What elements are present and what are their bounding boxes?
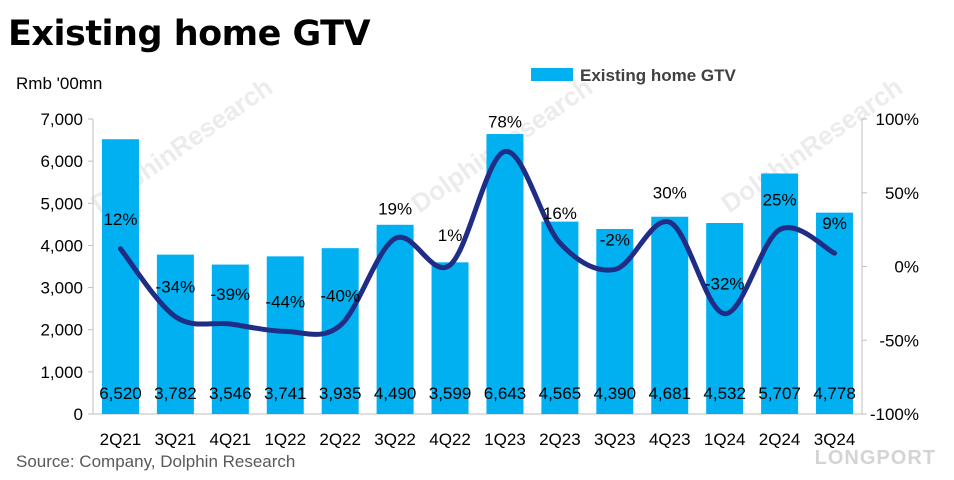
bar-value-label: 3,935 — [319, 384, 362, 403]
x-tick-label: 2Q22 — [319, 430, 361, 449]
bar-1Q24 — [706, 223, 744, 414]
growth-label: 78% — [488, 112, 522, 131]
y-axis-unit-label: Rmb '00mn — [16, 74, 103, 93]
legend-label: Existing home GTV — [580, 66, 737, 85]
growth-label: -40% — [320, 287, 360, 306]
y-tick-label-right: 50% — [885, 184, 919, 203]
bar-value-label: 4,490 — [374, 384, 417, 403]
growth-label: -34% — [156, 278, 196, 297]
growth-label: 30% — [653, 183, 687, 202]
bar-value-label: 3,782 — [154, 384, 197, 403]
bar-2Q21 — [101, 139, 139, 414]
bar-4Q22 — [431, 262, 469, 414]
bar-value-label: 5,707 — [758, 384, 801, 403]
bar-value-label: 4,681 — [648, 384, 691, 403]
source-note: Source: Company, Dolphin Research — [16, 452, 296, 471]
x-tick-label: 1Q24 — [704, 430, 746, 449]
growth-label: -2% — [600, 230, 630, 249]
chart-title: Existing home GTV — [8, 14, 371, 54]
bar-value-label: 4,565 — [539, 384, 582, 403]
x-tick-label: 1Q22 — [264, 430, 306, 449]
growth-label: -39% — [210, 285, 250, 304]
bar-1Q22 — [266, 256, 304, 414]
x-tick-label: 4Q22 — [429, 430, 471, 449]
growth-label: 12% — [103, 210, 137, 229]
y-tick-label-right: 0% — [894, 258, 919, 277]
x-tick-label: 2Q23 — [539, 430, 581, 449]
x-tick-label: 3Q23 — [594, 430, 636, 449]
growth-label: 16% — [543, 204, 577, 223]
y-tick-label-left: 4,000 — [40, 236, 83, 255]
x-tick-label: 3Q21 — [155, 430, 197, 449]
x-tick-label: 1Q23 — [484, 430, 526, 449]
x-tick-label: 3Q24 — [814, 430, 856, 449]
y-tick-label-left: 5,000 — [40, 194, 83, 213]
bar-2Q24 — [761, 173, 799, 414]
x-tick-label: 2Q21 — [100, 430, 142, 449]
bar-value-label: 4,532 — [703, 384, 746, 403]
growth-label: 9% — [822, 214, 847, 233]
y-tick-label-right: 100% — [876, 110, 919, 129]
y-tick-label-left: 7,000 — [40, 110, 83, 129]
y-tick-label-right: -50% — [879, 331, 919, 350]
y-tick-label-left: 0 — [74, 405, 83, 424]
bar-value-label: 4,778 — [813, 384, 856, 403]
y-tick-label-left: 1,000 — [40, 363, 83, 382]
growth-label: 25% — [763, 191, 797, 210]
bar-value-label: 3,546 — [209, 384, 252, 403]
yoy-growth-line — [117, 148, 838, 337]
bar-4Q21 — [211, 264, 249, 414]
bar-value-label: 3,599 — [429, 384, 472, 403]
growth-label: -44% — [265, 292, 305, 311]
bar-value-label: 6,520 — [99, 384, 142, 403]
bar-1Q23 — [486, 134, 524, 415]
y-tick-label-left: 2,000 — [40, 321, 83, 340]
bar-value-label: 4,390 — [594, 384, 637, 403]
x-tick-label: 4Q23 — [649, 430, 691, 449]
bar-4Q23 — [651, 216, 689, 414]
y-tick-label-left: 6,000 — [40, 152, 83, 171]
bar-value-label: 6,643 — [484, 384, 527, 403]
bar-value-label: 3,741 — [264, 384, 307, 403]
bar-3Q21 — [156, 254, 194, 414]
x-tick-label: 3Q22 — [374, 430, 416, 449]
growth-label: -32% — [705, 275, 745, 294]
legend-swatch — [531, 68, 573, 81]
brand-watermark: LONGPORT — [814, 447, 936, 469]
growth-label: 1% — [438, 226, 463, 245]
x-tick-label: 4Q21 — [210, 430, 252, 449]
y-tick-label-right: -100% — [870, 405, 919, 424]
x-tick-label: 2Q24 — [759, 430, 801, 449]
growth-label: 19% — [378, 199, 412, 218]
y-tick-label-left: 3,000 — [40, 279, 83, 298]
